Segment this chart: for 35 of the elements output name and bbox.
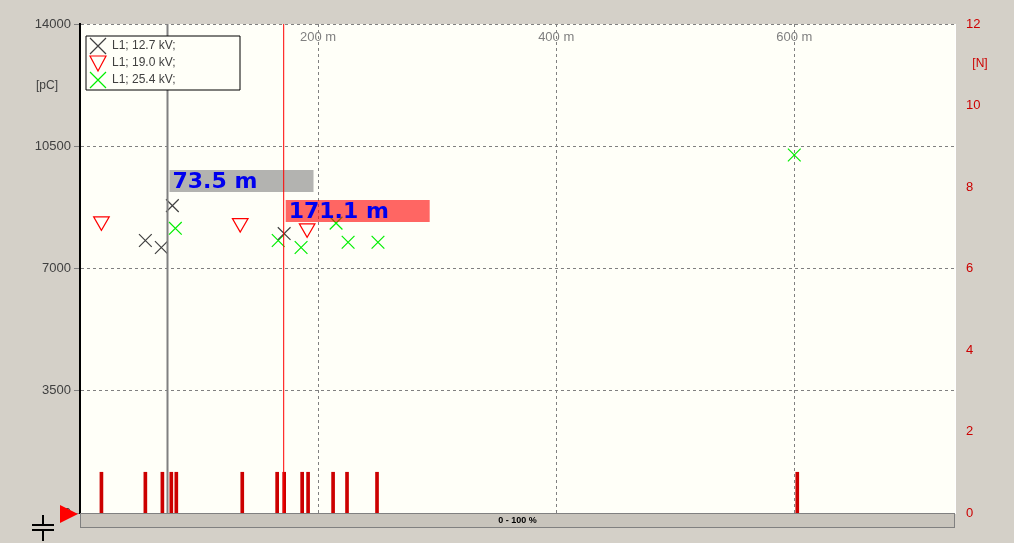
ref-line-label: 171.1 m	[288, 197, 389, 223]
y2-axis-title: [N]	[972, 56, 988, 71]
point	[165, 198, 180, 213]
x-tick-label: 400 m	[538, 28, 575, 44]
x-tick-label: 200 m	[300, 28, 337, 44]
y2-tick-label: 12	[966, 15, 981, 31]
y-tick-label: 3500	[42, 382, 71, 398]
legend-label: L1; 19.0 kV;	[112, 55, 176, 70]
y2-tick-label: 10	[966, 97, 981, 113]
point	[371, 235, 385, 250]
legend-label: L1; 12.7 kV;	[112, 38, 176, 53]
y-tick-label: 14000	[34, 15, 71, 31]
point	[298, 223, 316, 238]
point	[168, 221, 183, 236]
point	[277, 226, 292, 241]
x-tick-label: 600 m	[776, 28, 813, 44]
point	[787, 148, 802, 162]
y2-tick-label: 4	[966, 341, 974, 357]
point	[341, 235, 356, 250]
y2-tick-label: 6	[966, 260, 974, 276]
legend-label: L1; 25.4 kV;	[112, 72, 176, 87]
y2-tick-label: 8	[966, 178, 974, 194]
y2-tick-label: 2	[966, 423, 974, 439]
text: 0 - 100 %	[80, 513, 955, 528]
point	[93, 216, 110, 231]
point	[271, 233, 286, 248]
y-axis-title: [pC]	[35, 78, 59, 93]
y-tick-label: 10500	[34, 137, 71, 153]
point	[294, 240, 309, 255]
point	[154, 240, 169, 255]
y-tick-label: 7000	[42, 260, 71, 276]
y2-tick-label: 0	[966, 504, 974, 520]
point	[138, 233, 153, 248]
ref-line-label: 73.5 m	[172, 167, 258, 193]
point	[231, 217, 249, 233]
